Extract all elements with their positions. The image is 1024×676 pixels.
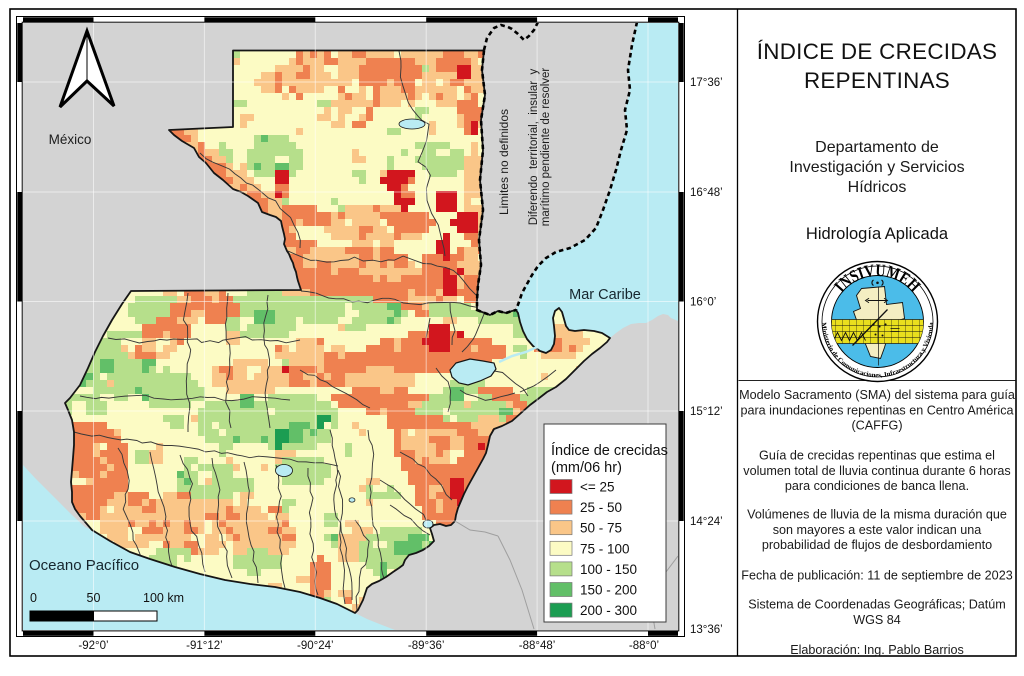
svg-text:Elaboración: Ing. Pablo Barrio: Elaboración: Ing. Pablo Barrios [790,643,964,657]
svg-text:75 - 100: 75 - 100 [580,541,630,556]
svg-text:Índice de crecidas: Índice de crecidas [551,442,668,459]
svg-text:14°24’: 14°24’ [690,516,723,528]
svg-text:para condiciones de banca llen: para condiciones de banca llena. [785,479,969,493]
svg-text:Limites no definidos: Limites no definidos [497,109,511,215]
svg-text:México: México [49,132,92,147]
svg-text:17°36’: 17°36’ [690,77,723,89]
svg-text:Diferendo territorial, insul: Diferendo territorial, insular y [528,68,540,225]
svg-text:Departamento de: Departamento de [815,139,939,156]
svg-text:15°12’: 15°12’ [690,406,723,418]
svg-text:WGS 84: WGS 84 [853,613,901,627]
svg-text:probabilidad de flujos de desb: probabilidad de flujos de desbordamiento [762,538,992,552]
svg-text:Hidrología Aplicada: Hidrología Aplicada [806,225,949,243]
svg-text:13°36’: 13°36’ [690,624,723,636]
svg-text:-91°12’: -91°12’ [186,640,223,652]
svg-text:100 km: 100 km [143,591,184,605]
svg-text:50: 50 [87,591,101,605]
svg-text:200 - 300: 200 - 300 [580,603,637,618]
svg-text:Investigación y Servicios: Investigación y Servicios [789,159,964,176]
svg-text:ÍNDICE DE CRECIDAS: ÍNDICE DE CRECIDAS [757,39,998,64]
svg-text:-89°36’: -89°36’ [408,640,445,652]
svg-text:16°0’: 16°0’ [690,297,716,309]
svg-text:Sistema de Coordenadas Geográf: Sistema de Coordenadas Geográficas; Datú… [748,598,1006,612]
svg-text:Volúmenes de lluvia de la mism: Volúmenes de lluvia de la misma duración… [747,508,1007,522]
svg-text:16°48’: 16°48’ [690,187,723,199]
svg-text:<= 25: <= 25 [580,480,615,495]
svg-text:(CAFFG): (CAFFG) [851,419,902,433]
svg-text:-88°0’: -88°0’ [629,640,659,652]
svg-text:volumen total de lluvia contin: volumen total de lluvia continua durante… [743,464,1010,478]
svg-text:-88°48’: -88°48’ [519,640,556,652]
svg-text:marítimo pendiente de resolver: marítimo pendiente de resolver [540,68,552,227]
svg-text:Hídricos: Hídricos [848,179,907,196]
svg-text:Fecha de publicación: 11 de se: Fecha de publicación: 11 de septiembre d… [741,569,1012,583]
svg-text:para inundaciones repentinas e: para inundaciones repentinas en Centro A… [740,403,1013,417]
svg-text:REPENTINAS: REPENTINAS [804,68,950,93]
svg-text:Guía de crecidas repentinas qu: Guía de crecidas repentinas que estima e… [759,449,995,463]
svg-text:son mayores a este valor indic: son mayores a este valor indican una [773,523,982,537]
svg-text:50 - 75: 50 - 75 [580,521,622,536]
svg-text:(mm/06 hr): (mm/06 hr) [551,460,622,476]
svg-text:-92°0’: -92°0’ [78,640,108,652]
svg-text:150 - 200: 150 - 200 [580,583,637,598]
svg-text:Oceano Pacífico: Oceano Pacífico [29,557,139,574]
svg-text:Modelo Sacramento (SMA) del si: Modelo Sacramento (SMA) del sistema para… [739,388,1015,402]
svg-text:100 - 150: 100 - 150 [580,562,637,577]
svg-text:0: 0 [30,591,37,605]
svg-text:Mar Caribe: Mar Caribe [569,287,641,303]
svg-text:-90°24’: -90°24’ [297,640,334,652]
svg-text:25 - 50: 25 - 50 [580,500,622,515]
